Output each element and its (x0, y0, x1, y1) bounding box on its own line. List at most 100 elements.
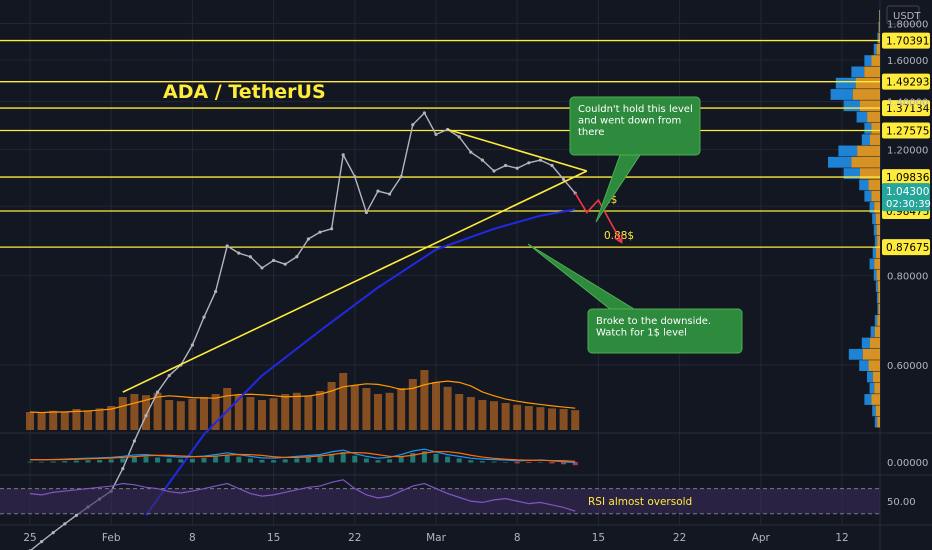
volume-bar (513, 404, 522, 430)
countdown-label: 02:30:39 (886, 199, 931, 210)
volume-profile-bar (878, 21, 880, 33)
macd-pane: 0.00000 (27, 448, 928, 469)
volume-profile-bar (875, 405, 880, 417)
volume-profile-bar (874, 315, 878, 326)
macd-histogram-bar (340, 452, 346, 463)
volume-bar (49, 410, 58, 430)
current-price-label: 1.04300 (886, 186, 929, 198)
volume-profile-bar (877, 315, 880, 326)
time-tick-label: 22 (673, 532, 686, 544)
volume-profile-bar (877, 303, 879, 315)
price-point (527, 161, 531, 165)
price-point (480, 158, 484, 162)
macd-histogram-bar (352, 455, 358, 463)
volume-profile-bar (877, 416, 880, 428)
volume-bar (118, 397, 127, 430)
volume-profile-bar (862, 348, 880, 360)
breakdown-note-box (587, 308, 743, 354)
volume-profile-bar (875, 213, 880, 225)
macd-histogram-bar (317, 456, 323, 463)
volume-bar (466, 397, 475, 430)
volume-profile-bar (877, 32, 879, 44)
horizontal-levels[interactable]: 1.703911.492931.371341.275751.098360.984… (0, 32, 930, 256)
macd-histogram-bar (398, 456, 404, 463)
time-tick-label: 8 (189, 532, 196, 544)
price-point (388, 192, 392, 196)
volume-profile-bar (871, 55, 880, 66)
price-point (457, 135, 461, 139)
price-point (272, 258, 276, 263)
volume-bar (37, 413, 46, 430)
volume-bar (72, 409, 81, 430)
volume-profile-bar (877, 235, 880, 247)
price-tick-label: 1.80000 (887, 20, 928, 31)
volume-profile (828, 10, 880, 428)
volume-bar (327, 382, 336, 430)
price-point (40, 540, 44, 544)
volume-profile-bar (875, 247, 880, 259)
volume-bar (548, 408, 556, 430)
resistance-note-box (569, 96, 701, 156)
price-point (121, 467, 125, 471)
price-point (51, 530, 55, 535)
trendlines[interactable] (122, 128, 588, 393)
volume-profile-bar (873, 224, 877, 236)
volume-bar (200, 397, 208, 430)
macd-histogram-bar (73, 460, 79, 463)
price-point (504, 163, 508, 168)
volume-profile-bar (859, 179, 869, 191)
volume-bar (165, 400, 174, 430)
time-tick-label: 15 (267, 532, 280, 544)
volume-profile-bar (878, 32, 880, 44)
price-axis[interactable]: USDT1.800001.600001.400001.200001.000000… (881, 0, 932, 550)
volume-profile-bar (864, 66, 880, 78)
volume-profile-bar (876, 269, 880, 281)
level-label: 1.37134 (886, 103, 930, 115)
trendline-rising-support (122, 170, 588, 393)
volume-profile-bar (861, 337, 870, 349)
volume-profile-bar (861, 134, 870, 146)
level-label-bg (882, 169, 930, 186)
level-label: 0.87675 (886, 242, 929, 254)
volume-bar (316, 391, 324, 430)
macd-histogram-bar (375, 460, 381, 463)
volume-profile-bar (856, 111, 868, 123)
macd-axis-label: 0.00000 (887, 458, 928, 469)
volume-profile-bar (871, 394, 880, 405)
volume-bar (408, 379, 417, 430)
volume-bar (258, 400, 266, 430)
price-point (376, 189, 380, 193)
macd-histogram-bar (131, 456, 137, 463)
time-axis[interactable]: 25 Feb 8 15 22 Mar 8 15 22 Apr 12 (23, 532, 848, 544)
moving-average-line (145, 208, 576, 516)
level-label: 1.27575 (886, 126, 929, 138)
price-point (74, 513, 78, 517)
macd-histogram-bar (537, 462, 543, 463)
price-point (237, 251, 241, 255)
macd-histogram-bar (247, 458, 253, 463)
volume-bar (188, 398, 197, 430)
macd-histogram-bar (410, 453, 416, 463)
time-tick-label: 15 (592, 532, 605, 544)
volume-bar (559, 409, 568, 430)
price-tick-label: 1.40000 (887, 98, 928, 109)
volume-profile-bar (874, 382, 880, 394)
volume-profile-bar (871, 122, 880, 134)
level-label: 1.70391 (886, 36, 929, 48)
price-point (214, 289, 218, 294)
price-point (167, 373, 171, 378)
volume-profile-bar (869, 337, 880, 349)
macd-histogram-bar (421, 451, 427, 463)
volume-bar (95, 408, 104, 430)
volume-bar (490, 401, 498, 430)
price-series (28, 111, 577, 550)
macd-histogram-bar (108, 459, 114, 463)
price-point (202, 315, 206, 319)
volume-profile-bar (876, 43, 880, 55)
price-point (562, 177, 566, 182)
volume-profile-bar (872, 247, 876, 259)
time-tick-label: 12 (835, 532, 848, 544)
